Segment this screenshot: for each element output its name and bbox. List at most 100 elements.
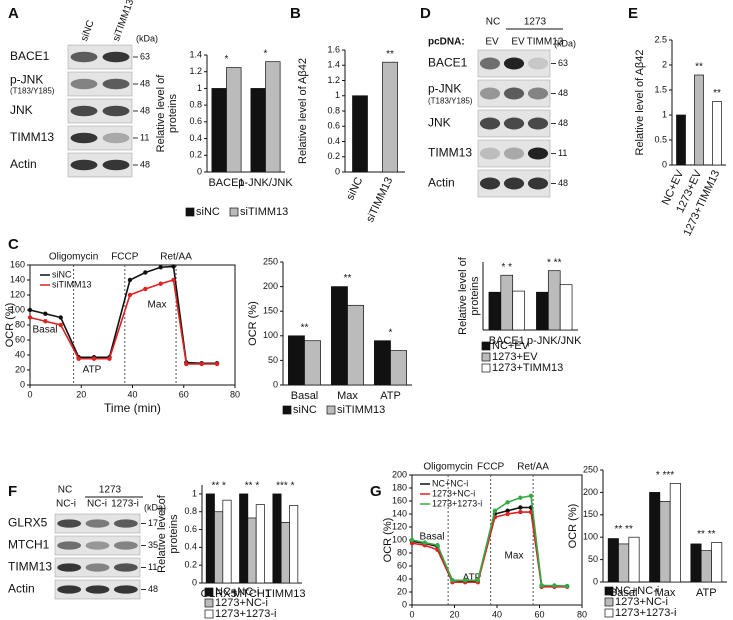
band xyxy=(85,541,110,550)
event-label: Ret/AA xyxy=(517,462,549,473)
point xyxy=(409,537,415,543)
bar xyxy=(669,483,681,583)
bar xyxy=(628,536,640,583)
y-tick-label: 40 xyxy=(397,573,407,583)
y-tick-label: 180 xyxy=(392,482,407,492)
row-label: JNK xyxy=(10,103,33,117)
band xyxy=(113,563,138,572)
legend-swatch xyxy=(229,207,239,217)
x-tick-label: 40 xyxy=(127,389,137,399)
point xyxy=(518,495,523,500)
bar xyxy=(649,492,661,583)
band xyxy=(479,177,501,190)
vector-label: pcDNA: xyxy=(428,37,465,48)
marker-label: 11 xyxy=(140,132,149,142)
point xyxy=(422,540,427,545)
bar xyxy=(500,274,514,331)
y-axis-label: Relative level of xyxy=(155,74,167,153)
bar xyxy=(239,493,249,584)
point xyxy=(58,322,63,328)
legend-swatch xyxy=(185,207,195,217)
bar xyxy=(265,61,281,173)
band xyxy=(85,519,110,528)
phase-label: ATP xyxy=(83,365,102,376)
column-label: NC-i xyxy=(87,499,107,510)
point xyxy=(43,311,48,316)
band xyxy=(102,105,130,117)
x-tick-label: MTCH1 xyxy=(233,588,271,600)
point xyxy=(539,583,544,588)
y-tick-label: 1.6 xyxy=(327,44,340,54)
significance: ** xyxy=(344,273,352,284)
legend-label: siTIMM13 xyxy=(240,206,288,218)
event-label: Ret/AA xyxy=(160,252,192,263)
column-label: siTIMM13 xyxy=(111,0,136,43)
y-tick-label: 0.2 xyxy=(184,560,197,570)
legend-label: NC+NC-i xyxy=(432,478,468,488)
band xyxy=(70,132,98,144)
significance: ** * xyxy=(211,481,226,492)
marker-label: 48 xyxy=(558,88,568,98)
point xyxy=(171,277,176,283)
band xyxy=(113,585,138,594)
y-tick-label: 250 xyxy=(263,256,278,266)
legend-label: 1273+NC-i xyxy=(615,596,668,608)
y-tick-label: 0 xyxy=(192,577,197,587)
y-tick-label: 100 xyxy=(263,330,278,340)
y-axis-label: Relative level of Aβ42 xyxy=(297,58,309,164)
band xyxy=(113,519,138,528)
legend-swatch xyxy=(282,405,292,415)
bar xyxy=(226,67,242,173)
significance: ** xyxy=(695,62,703,73)
group-label: NC xyxy=(58,485,72,496)
y-tick-label: 1 xyxy=(192,488,197,498)
panel-label: C xyxy=(8,236,19,253)
band xyxy=(503,117,525,130)
legend-label: 1273+1273-i xyxy=(432,498,482,508)
legend-label: siNC xyxy=(52,269,72,279)
column-label: 1273-i xyxy=(111,499,139,510)
bar xyxy=(559,284,573,331)
point xyxy=(158,265,163,270)
point xyxy=(184,361,189,367)
y-tick-label: 0.6 xyxy=(184,524,197,534)
panel-label: F xyxy=(8,483,17,500)
y-axis-label: Relative level of xyxy=(156,494,168,573)
y-tick-label: 0.6 xyxy=(327,121,340,131)
x-tick-label: siTIMM13 xyxy=(364,175,395,224)
marker-label: 48 xyxy=(140,105,150,115)
band xyxy=(70,78,98,90)
y-tick-label: 50 xyxy=(268,355,278,365)
bar xyxy=(347,304,364,386)
panel-label: A xyxy=(8,5,19,22)
legend-swatch xyxy=(604,586,614,596)
row-label: Actin xyxy=(10,157,37,171)
x-tick-label: ATP xyxy=(696,587,717,599)
band xyxy=(57,541,82,550)
bar xyxy=(222,499,232,584)
y-tick-label: 100 xyxy=(583,532,598,542)
y-tick-label: 1.4 xyxy=(327,60,340,70)
x-tick-label: 20 xyxy=(449,609,459,619)
significance: ** ** xyxy=(697,529,715,540)
point xyxy=(505,508,510,513)
point xyxy=(518,509,523,515)
x-tick-label: ATP xyxy=(380,390,401,402)
legend-swatch xyxy=(204,587,214,597)
marker-label: 11 xyxy=(148,562,157,572)
legend-swatch xyxy=(204,609,214,619)
significance: * xyxy=(225,54,229,65)
point xyxy=(199,361,204,367)
point xyxy=(107,356,112,361)
x-tick-label: BACE1 xyxy=(489,335,525,347)
marker-label: 35 xyxy=(148,540,158,550)
y-tick-label: 200 xyxy=(392,469,407,479)
y-tick-label: 0.4 xyxy=(327,136,340,146)
bar xyxy=(211,88,227,173)
significance: ** xyxy=(386,49,394,60)
y-axis-label: proteins xyxy=(168,514,180,554)
marker-label: 48 xyxy=(558,118,568,128)
band xyxy=(479,117,501,130)
group-label: 1273 xyxy=(524,17,547,28)
marker-label: 63 xyxy=(558,58,568,68)
